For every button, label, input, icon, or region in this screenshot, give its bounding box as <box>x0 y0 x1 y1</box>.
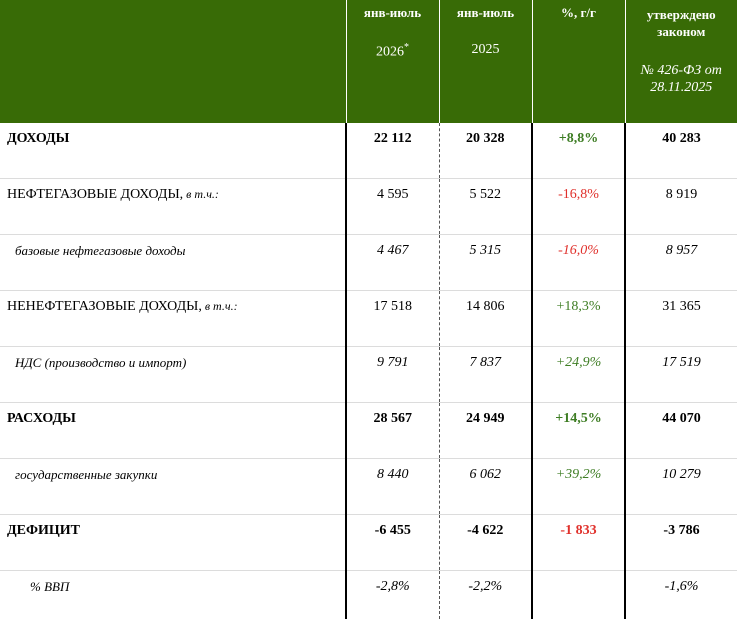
header-year-label: 2026* <box>347 42 439 61</box>
cell-2026: 4 595 <box>346 179 439 235</box>
cell-yoy: +39,2% <box>532 459 625 515</box>
cell-2025: -2,2% <box>439 571 532 619</box>
row-percent-gdp: % ВВП -2,8% -2,2% -1,6% <box>0 571 737 619</box>
row-label: НЕФТЕГАЗОВЫЕ ДОХОДЫ, в т.ч.: <box>0 179 346 235</box>
cell-2026: 8 440 <box>346 459 439 515</box>
header-year-label: 2025 <box>440 42 532 58</box>
cell-yoy: -1 833 <box>532 515 625 571</box>
row-label: % ВВП <box>0 571 346 619</box>
row-label: государственные закупки <box>0 459 346 515</box>
cell-2025: 7 837 <box>439 347 532 403</box>
row-deficit: ДЕФИЦИТ -6 455 -4 622 -1 833 -3 786 <box>0 515 737 571</box>
cell-2026: 22 112 <box>346 123 439 179</box>
table-header: янв-июль 2026* янв-июль 2025 %, г/г утве… <box>0 0 737 123</box>
header-jan-jul-2025: янв-июль 2025 <box>439 0 532 123</box>
row-label: РАСХОДЫ <box>0 403 346 459</box>
cell-yoy <box>532 571 625 619</box>
cell-law: 40 283 <box>625 123 737 179</box>
header-label-cell <box>0 0 346 123</box>
header-row: янв-июль 2026* янв-июль 2025 %, г/г утве… <box>0 0 737 123</box>
cell-2025: 5 315 <box>439 235 532 291</box>
cell-2025: 5 522 <box>439 179 532 235</box>
cell-2025: -4 622 <box>439 515 532 571</box>
table-body: ДОХОДЫ 22 112 20 328 +8,8% 40 283 НЕФТЕГ… <box>0 123 737 619</box>
header-period-label: янв-июль <box>440 5 532 21</box>
cell-2026: 4 467 <box>346 235 439 291</box>
cell-2025: 14 806 <box>439 291 532 347</box>
header-period-label: янв-июль <box>347 5 439 21</box>
row-oil-gas-revenues: НЕФТЕГАЗОВЫЕ ДОХОДЫ, в т.ч.: 4 595 5 522… <box>0 179 737 235</box>
cell-2026: 17 518 <box>346 291 439 347</box>
cell-law: 10 279 <box>625 459 737 515</box>
row-non-oil-gas-revenues: НЕНЕФТЕГАЗОВЫЕ ДОХОДЫ, в т.ч.: 17 518 14… <box>0 291 737 347</box>
row-label-note: в т.ч.: <box>202 299 238 313</box>
cell-2025: 20 328 <box>439 123 532 179</box>
cell-law: 8 919 <box>625 179 737 235</box>
cell-2026: 28 567 <box>346 403 439 459</box>
cell-yoy: +24,9% <box>532 347 625 403</box>
row-label: НДС (производство и импорт) <box>0 347 346 403</box>
cell-yoy: -16,8% <box>532 179 625 235</box>
header-jan-jul-2026: янв-июль 2026* <box>346 0 439 123</box>
cell-law: 44 070 <box>625 403 737 459</box>
cell-yoy: -16,0% <box>532 235 625 291</box>
cell-2025: 24 949 <box>439 403 532 459</box>
row-label: базовые нефтегазовые доходы <box>0 235 346 291</box>
cell-2026: -6 455 <box>346 515 439 571</box>
cell-yoy: +8,8% <box>532 123 625 179</box>
row-revenues: ДОХОДЫ 22 112 20 328 +8,8% 40 283 <box>0 123 737 179</box>
cell-2026: 9 791 <box>346 347 439 403</box>
header-law-reference: № 426-ФЗ от 28.11.2025 <box>626 62 738 96</box>
cell-law: -1,6% <box>625 571 737 619</box>
row-label: ДЕФИЦИТ <box>0 515 346 571</box>
row-label: ДОХОДЫ <box>0 123 346 179</box>
footnote-marker: * <box>404 42 409 53</box>
cell-law: 8 957 <box>625 235 737 291</box>
cell-yoy: +18,3% <box>532 291 625 347</box>
row-label-note: в т.ч.: <box>183 187 219 201</box>
row-public-procurement: государственные закупки 8 440 6 062 +39,… <box>0 459 737 515</box>
row-base-oil-gas-revenues: базовые нефтегазовые доходы 4 467 5 315 … <box>0 235 737 291</box>
header-approved-by-law: утверждено законом № 426-ФЗ от 28.11.202… <box>625 0 737 123</box>
row-label: НЕНЕФТЕГАЗОВЫЕ ДОХОДЫ, в т.ч.: <box>0 291 346 347</box>
cell-2026: -2,8% <box>346 571 439 619</box>
row-vat: НДС (производство и импорт) 9 791 7 837 … <box>0 347 737 403</box>
header-yoy-change: %, г/г <box>532 0 625 123</box>
header-approved-label: утверждено законом <box>626 6 738 40</box>
cell-law: -3 786 <box>625 515 737 571</box>
cell-law: 17 519 <box>625 347 737 403</box>
cell-law: 31 365 <box>625 291 737 347</box>
cell-2025: 6 062 <box>439 459 532 515</box>
header-yoy-label: %, г/г <box>533 5 625 21</box>
row-expenditures: РАСХОДЫ 28 567 24 949 +14,5% 44 070 <box>0 403 737 459</box>
cell-yoy: +14,5% <box>532 403 625 459</box>
